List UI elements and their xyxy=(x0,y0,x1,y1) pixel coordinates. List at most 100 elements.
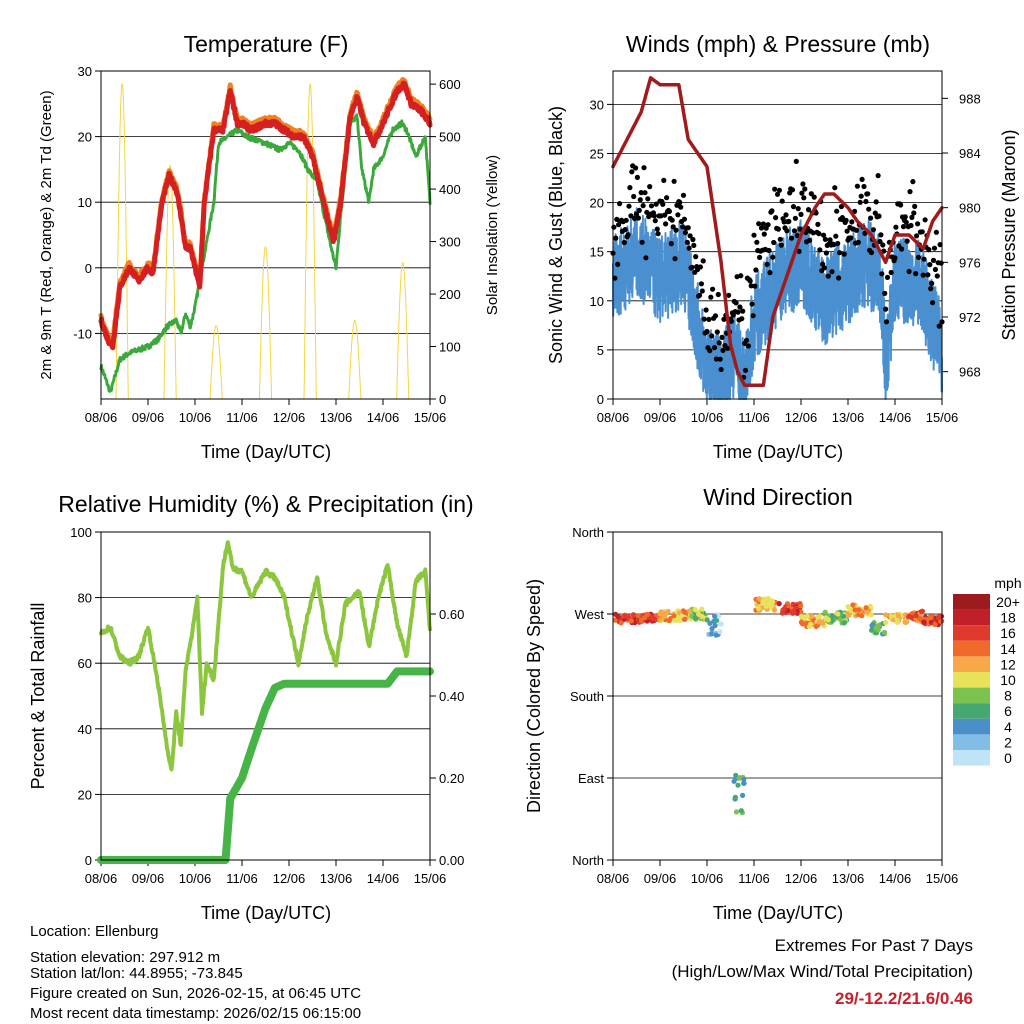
gust-point xyxy=(740,308,746,314)
gust-point xyxy=(827,237,833,243)
wind-direction-point xyxy=(671,617,678,623)
gust-point xyxy=(919,229,925,235)
x-tick-label: 14/06 xyxy=(879,871,912,886)
wind-direction-point xyxy=(692,607,698,613)
gust-point xyxy=(882,290,888,296)
gust-point xyxy=(930,300,936,306)
gust-point xyxy=(728,318,735,324)
gust-point xyxy=(933,229,940,235)
gust-point xyxy=(792,215,799,221)
gust-point xyxy=(720,347,726,353)
gust-point xyxy=(859,176,865,182)
gust-point xyxy=(715,291,721,298)
gust-point xyxy=(613,235,619,241)
gust-point xyxy=(925,272,931,278)
x-tick-label: 11/06 xyxy=(226,410,258,425)
gust-point xyxy=(926,247,932,253)
gust-point xyxy=(915,254,922,260)
gust-point xyxy=(611,224,617,230)
gust-point xyxy=(790,204,797,210)
gust-point xyxy=(682,230,689,236)
gust-point xyxy=(797,226,803,232)
y-tick-label: 60 xyxy=(78,656,92,671)
wind-direction-point xyxy=(916,616,923,622)
gust-point xyxy=(841,251,847,257)
wind-direction-point xyxy=(882,629,888,636)
wind-direction-point xyxy=(680,608,687,614)
gust-point xyxy=(612,275,618,281)
wind-direction-point xyxy=(888,613,894,619)
x-tick-label: 15/06 xyxy=(926,410,959,425)
gust-point xyxy=(721,316,727,322)
x-tick-label: 15/06 xyxy=(926,871,959,886)
legend-label: 4 xyxy=(1004,719,1012,735)
gust-point xyxy=(642,190,648,196)
panel-3: North East South West North 08/06 09/06 10/06 11… xyxy=(570,525,958,886)
gust-point xyxy=(735,309,741,315)
y-right-tick-label: 0 xyxy=(439,392,446,407)
humidity-xlabel: Time (Day/UTC) xyxy=(201,903,331,923)
gust-point xyxy=(634,174,641,180)
gust-point xyxy=(770,254,776,260)
wind-direction-point xyxy=(707,620,713,627)
wind-direction-point xyxy=(658,609,664,615)
gust-point xyxy=(738,273,744,279)
gust-point xyxy=(708,294,714,300)
gust-point xyxy=(910,179,916,185)
legend-swatch xyxy=(953,687,990,704)
x-tick-label: 11/06 xyxy=(738,871,770,886)
gust-point xyxy=(712,313,719,319)
wind-direction-point xyxy=(712,613,718,619)
x-tick-label: 14/06 xyxy=(367,410,400,425)
gust-point xyxy=(829,269,835,275)
y-tick-label: West xyxy=(575,607,605,622)
gust-point xyxy=(697,264,704,270)
gust-point xyxy=(700,258,706,264)
gust-point xyxy=(690,236,696,243)
x-tick-label: 12/06 xyxy=(785,871,818,886)
x-tick-label: 12/06 xyxy=(785,410,818,425)
x-tick-label: 11/06 xyxy=(738,410,770,425)
x-tick-label: 13/06 xyxy=(320,871,353,886)
gust-point xyxy=(863,198,869,205)
extremes-subheading: (High/Low/Max Wind/Total Precipitation) xyxy=(672,962,973,981)
wind-direction-point xyxy=(820,620,826,626)
y-right-tick-label: 0.60 xyxy=(439,607,464,622)
wind-direction-point xyxy=(807,621,814,627)
y-right-tick-label: 400 xyxy=(439,182,461,197)
gust-point xyxy=(711,345,718,351)
wind-direction-point xyxy=(852,607,858,613)
y-tick-label: -10 xyxy=(73,326,92,341)
gust-point xyxy=(775,226,782,232)
gust-point xyxy=(875,173,881,179)
wind-direction-point xyxy=(717,621,723,627)
gust-point xyxy=(879,271,885,277)
gust-point xyxy=(930,257,937,263)
gust-point xyxy=(907,189,913,195)
gust-point xyxy=(669,217,675,223)
precipitation-line xyxy=(97,667,434,864)
gust-point xyxy=(684,239,690,245)
gust-point xyxy=(927,262,933,268)
wind-direction-point xyxy=(883,612,889,618)
gust-point xyxy=(765,222,771,228)
gust-point xyxy=(806,237,813,243)
legend-label: 18 xyxy=(1000,610,1016,626)
x-tick-label: 10/06 xyxy=(179,410,212,425)
wind-direction-point xyxy=(615,614,621,620)
gust-point xyxy=(696,292,703,298)
wind-direction-point xyxy=(869,627,875,633)
temperature-ylabel: 2m & 9m T (Red, Orange) & 2m Td (Green) xyxy=(38,90,55,379)
wind-direction-point xyxy=(776,601,782,607)
footer-location: Location: Ellenburg xyxy=(30,923,158,940)
gust-point xyxy=(773,215,779,221)
legend-label: 10 xyxy=(1000,672,1016,688)
gust-point xyxy=(899,246,905,252)
gust-point xyxy=(733,300,739,306)
dewpoint-line xyxy=(99,113,432,393)
gust-point xyxy=(709,333,715,339)
temperature-xlabel: Time (Day/UTC) xyxy=(201,442,331,462)
temperature-ylabel-right: Solar Insolation (Yellow) xyxy=(484,155,501,315)
gust-point xyxy=(701,316,707,322)
